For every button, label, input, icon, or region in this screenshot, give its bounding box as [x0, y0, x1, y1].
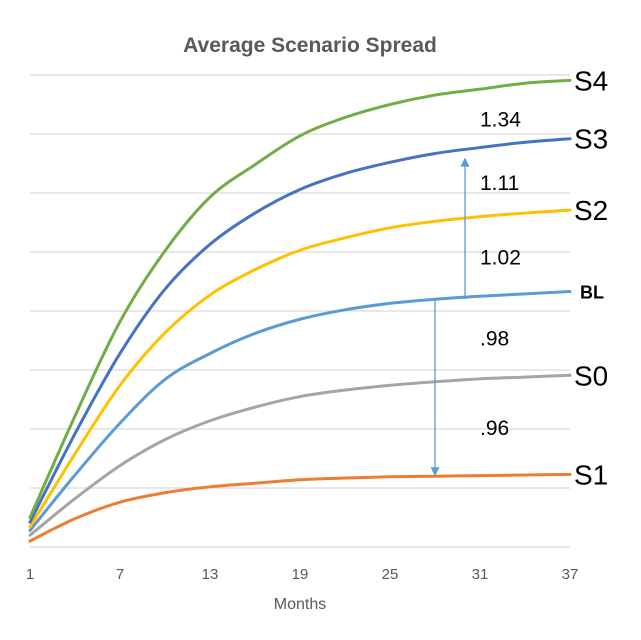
series-label-s1: S1: [574, 459, 608, 490]
series-label-bl: BL: [580, 283, 604, 303]
series-label-s3: S3: [574, 124, 608, 155]
arrow-head: [430, 467, 440, 477]
x-tick-label: 7: [116, 566, 124, 583]
series-label-s0: S0: [574, 360, 608, 391]
x-tick-label: 1: [26, 566, 34, 583]
arrows: [430, 157, 470, 477]
series-label-s4: S4: [574, 65, 608, 96]
series-label-s2: S2: [574, 195, 608, 226]
x-tick-label: 19: [292, 566, 309, 583]
series-labels: S4 S3 S2 BL S0 S1: [574, 65, 608, 490]
x-tick-label: 13: [202, 566, 219, 583]
chart-title: Average Scenario Spread: [183, 34, 437, 57]
x-axis-title: Months: [274, 596, 326, 613]
ratio-annotation: 1.02: [480, 246, 521, 269]
ratio-annotation: .98: [480, 328, 509, 351]
x-axis-ticks: 1 7 13 19 25 31 37: [26, 566, 579, 583]
ratio-annotation: 1.34: [480, 108, 521, 131]
series-line-s3: [28, 137, 572, 524]
series-lines: [28, 78, 572, 543]
series-line-s2: [28, 208, 572, 529]
series-line-bl: [28, 290, 572, 532]
x-tick-label: 37: [562, 566, 579, 583]
x-tick-label: 25: [382, 566, 399, 583]
ratio-annotation: 1.11: [480, 172, 519, 195]
ratio-annotations: 1.34 1.11 1.02 .98 .96: [480, 108, 521, 440]
series-line-s1: [28, 472, 572, 543]
ratio-annotation: .96: [480, 417, 509, 440]
x-tick-label: 31: [472, 566, 489, 583]
series-line-s0: [28, 373, 572, 537]
series-line-s4: [28, 78, 572, 519]
gridlines: [30, 74, 570, 548]
arrow-head: [460, 157, 470, 167]
